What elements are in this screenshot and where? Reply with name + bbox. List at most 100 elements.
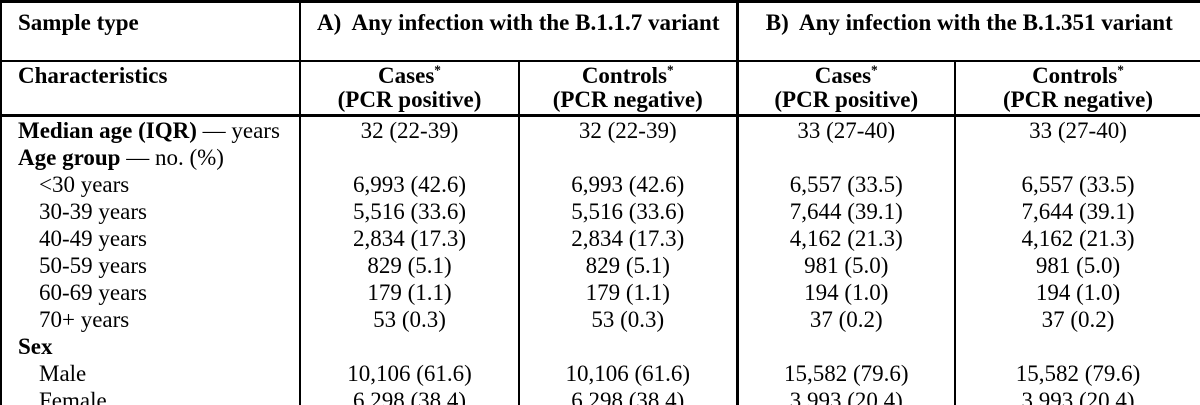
row-label-cell: Female <box>1 387 301 405</box>
col-header-title: Controls* <box>581 62 674 88</box>
sample-type-header: Sample type <box>1 1 301 62</box>
row-label: 40-49 years <box>39 226 147 251</box>
cell-b-controls: 15,582 (79.6) <box>1015 361 1141 386</box>
cell-a-cases: 53 (0.3) <box>300 306 520 333</box>
col-header-a-controls: Controls* (PCR negative) <box>519 61 739 117</box>
table-row: 50-59 years 829 (5.1) 829 (5.1) 981 (5.0… <box>1 252 1200 279</box>
cell-a-cases: 2,834 (17.3) <box>300 225 520 252</box>
cell-b-controls: 33 (27-40) <box>1029 118 1127 143</box>
cell-a-cases: 32 (22-39) <box>300 115 520 144</box>
row-label-bold: Age group <box>18 145 121 170</box>
header-row-sample-type: Sample type A) Any infection with the B.… <box>1 1 1200 62</box>
cell-b-cases <box>737 144 956 171</box>
row-label-cell: 70+ years <box>1 306 301 333</box>
cell-a-cases: 10,106 (61.6) <box>300 360 520 387</box>
cell-a-controls: 32 (22-39) <box>519 115 739 144</box>
cell-b-controls: 194 (1.0) <box>1035 280 1121 305</box>
cell-b-controls: 981 (5.0) <box>1035 253 1121 278</box>
cell-a-controls: 2,834 (17.3) <box>519 225 739 252</box>
table-row: 70+ years 53 (0.3) 53 (0.3) 37 (0.2) 37 … <box>1 306 1200 333</box>
cell-b-controls: 6,557 (33.5) <box>1021 172 1135 197</box>
cell-a-controls: 6,298 (38.4) <box>519 387 739 405</box>
cell-b-controls: 7,644 (39.1) <box>1021 199 1135 224</box>
cell-b-cases: 194 (1.0) <box>737 279 956 306</box>
row-label-cell: Age group — no. (%) <box>1 144 301 171</box>
cell-a-controls: 10,106 (61.6) <box>519 360 739 387</box>
row-label: 70+ years <box>39 307 130 332</box>
cell-a-controls <box>519 144 739 171</box>
col-header-b-cases: Cases* (PCR positive) <box>737 61 956 117</box>
cell-a-cases: 6,993 (42.6) <box>300 171 520 198</box>
table-row: 60-69 years 179 (1.1) 179 (1.1) 194 (1.0… <box>1 279 1200 306</box>
cell-a-cases: 6,298 (38.4) <box>300 387 520 405</box>
row-label-cell: 40-49 years <box>1 225 301 252</box>
col-header-subtitle: (PCR positive) <box>774 87 919 112</box>
cell-a-cases <box>300 144 520 171</box>
row-label-cell: 60-69 years <box>1 279 301 306</box>
cell-b-cases: 15,582 (79.6) <box>737 360 956 387</box>
table-row: Sex <box>1 333 1200 360</box>
row-label: — no. (%) <box>120 145 224 170</box>
col-header-title: Cases* <box>814 62 878 88</box>
cell-b-cases: 7,644 (39.1) <box>737 198 956 225</box>
col-header-title: Controls* <box>1032 62 1124 88</box>
cell-b-controls <box>955 333 1200 360</box>
col-header-subtitle: (PCR negative) <box>552 87 703 112</box>
cell-b-cases: 3,993 (20.4) <box>737 387 956 405</box>
table-row: 40-49 years 2,834 (17.3) 2,834 (17.3) 4,… <box>1 225 1200 252</box>
cell-a-cases: 179 (1.1) <box>300 279 520 306</box>
row-label-cell: Male <box>1 360 301 387</box>
row-label: 60-69 years <box>39 280 147 305</box>
row-label: 50-59 years <box>39 253 147 278</box>
table-row: <30 years 6,993 (42.6) 6,993 (42.6) 6,55… <box>1 171 1200 198</box>
cell-a-cases <box>300 333 520 360</box>
cell-b-controls: 4,162 (21.3) <box>1021 226 1135 251</box>
cell-b-controls <box>955 144 1200 171</box>
cell-a-controls: 6,993 (42.6) <box>519 171 739 198</box>
header-row-characteristics: Characteristics Cases* (PCR positive) Co… <box>1 61 1200 117</box>
row-label-cell: <30 years <box>1 171 301 198</box>
row-label: 30-39 years <box>39 199 147 224</box>
cell-a-controls <box>519 333 739 360</box>
cell-b-cases: 37 (0.2) <box>737 306 956 333</box>
section-a-header: A) Any infection with the B.1.1.7 varian… <box>300 1 739 62</box>
cell-b-cases: 4,162 (21.3) <box>737 225 956 252</box>
row-label-bold: Median age (IQR) <box>18 118 197 143</box>
asterisk-footnote-marker: * <box>1117 62 1124 78</box>
row-label-bold: Sex <box>18 334 53 359</box>
table-row: Male 10,106 (61.6) 10,106 (61.6) 15,582 … <box>1 360 1200 387</box>
col-header-subtitle: (PCR negative) <box>1002 87 1154 112</box>
col-header-subtitle: (PCR positive) <box>337 87 482 112</box>
row-label-cell: Median age (IQR) — years <box>1 115 301 144</box>
cell-a-controls: 53 (0.3) <box>519 306 739 333</box>
table-row: Median age (IQR) — years 32 (22-39) 32 (… <box>1 115 1200 144</box>
row-label-cell: Sex <box>1 333 301 360</box>
cell-b-cases: 6,557 (33.5) <box>737 171 956 198</box>
cell-a-controls: 179 (1.1) <box>519 279 739 306</box>
cell-a-controls: 829 (5.1) <box>519 252 739 279</box>
cell-b-controls: 3,993 (20.4) <box>1021 388 1135 405</box>
cell-b-controls: 37 (0.2) <box>1041 307 1115 332</box>
row-label-cell: 30-39 years <box>1 198 301 225</box>
asterisk-footnote-marker: * <box>667 62 674 78</box>
table-row: Female 6,298 (38.4) 6,298 (38.4) 3,993 (… <box>1 387 1200 405</box>
col-header-title: Cases* <box>378 62 441 88</box>
row-label: <30 years <box>39 172 130 197</box>
row-label-cell: 50-59 years <box>1 252 301 279</box>
cell-b-cases: 981 (5.0) <box>737 252 956 279</box>
characteristics-header: Characteristics <box>1 61 301 117</box>
asterisk-footnote-marker: * <box>434 62 441 78</box>
cell-a-controls: 5,516 (33.6) <box>519 198 739 225</box>
cell-b-cases <box>737 333 956 360</box>
asterisk-footnote-marker: * <box>871 62 878 78</box>
section-b-header: B) Any infection with the B.1.351 varian… <box>737 1 1200 62</box>
col-header-b-controls: Controls* (PCR negative) <box>955 61 1200 117</box>
cell-a-cases: 829 (5.1) <box>300 252 520 279</box>
row-label: Female <box>39 388 107 405</box>
table-row: Age group — no. (%) <box>1 144 1200 171</box>
col-header-a-cases: Cases* (PCR positive) <box>300 61 520 117</box>
row-label: — years <box>196 118 280 143</box>
table-row: 30-39 years 5,516 (33.6) 5,516 (33.6) 7,… <box>1 198 1200 225</box>
